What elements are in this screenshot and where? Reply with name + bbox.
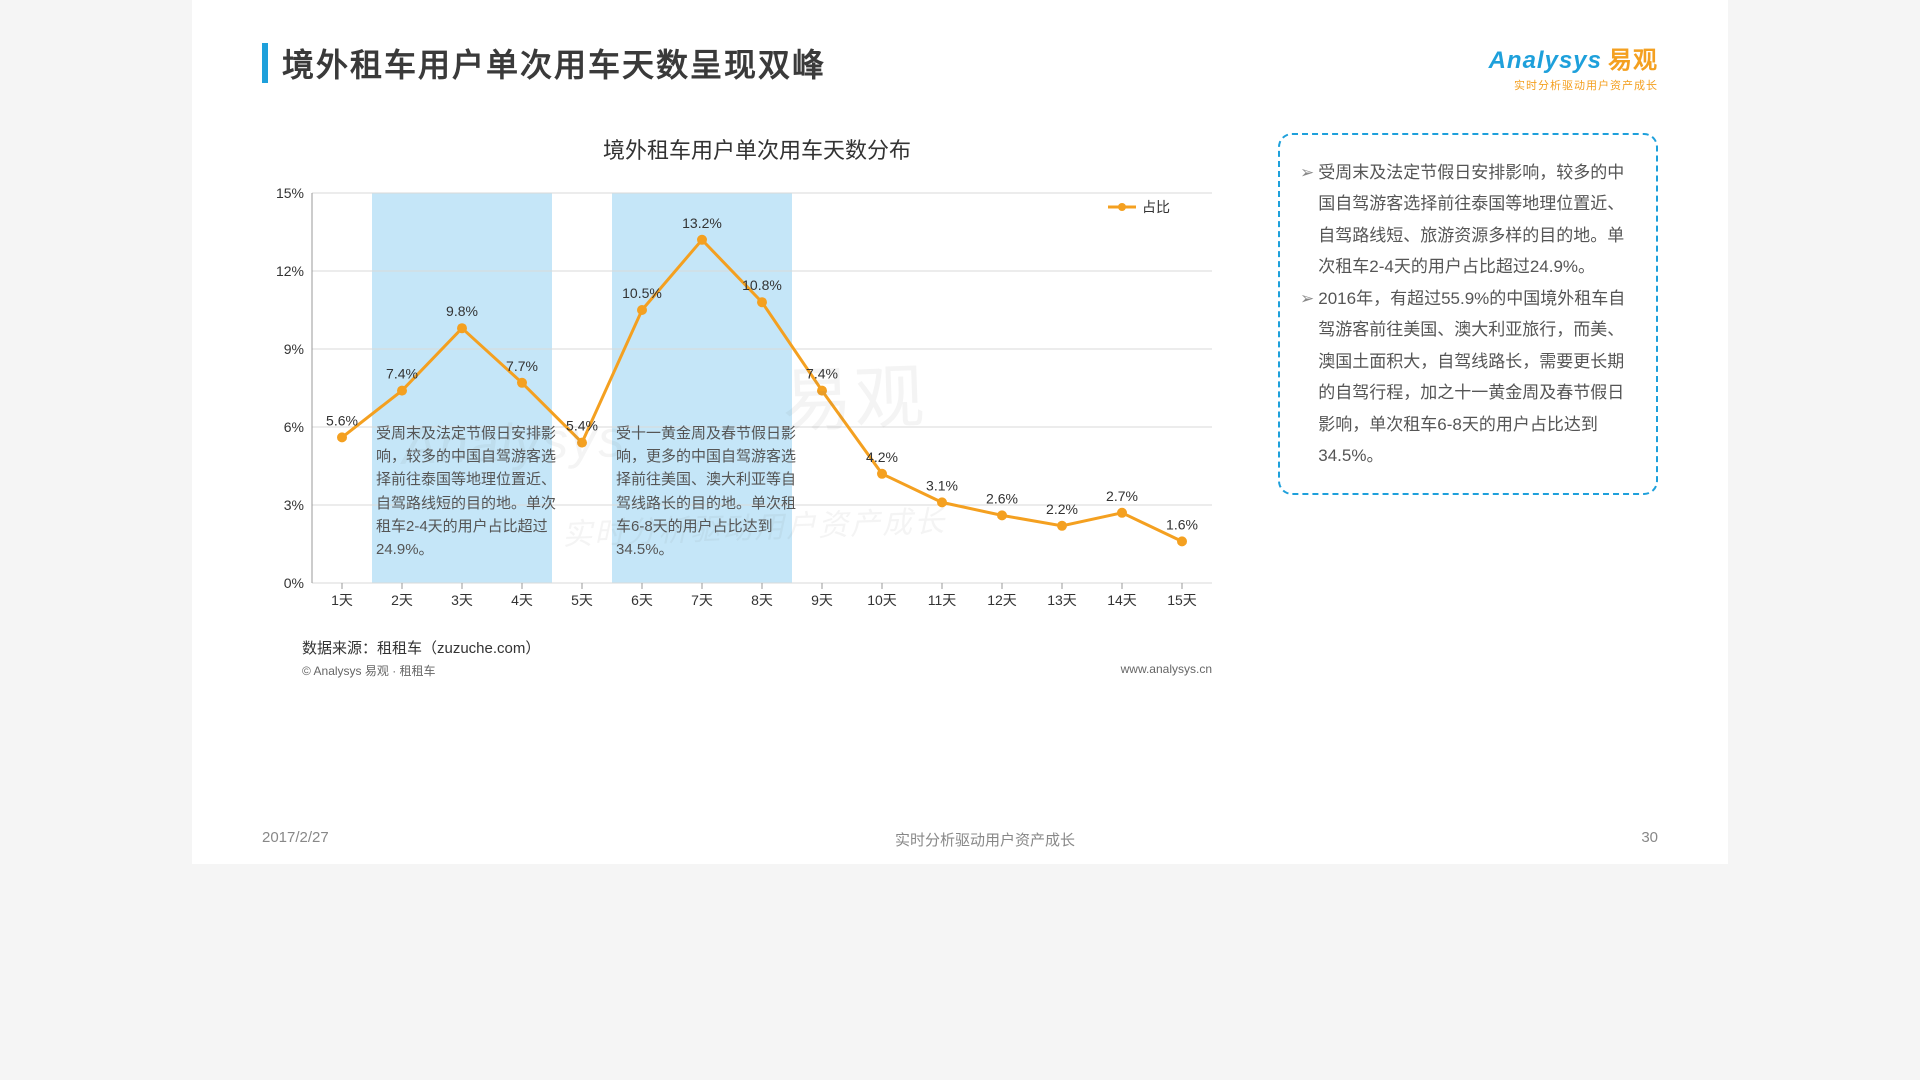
footer-center: 实时分析驱动用户资产成长 [895,829,1075,850]
title-block: 境外租车用户单次用车天数呈现双峰 [262,40,826,86]
insight-item: ➢ 受周末及法定节假日安排影响，较多的中国自驾游客选择前往泰国等地理位置近、自驾… [1300,157,1636,283]
svg-text:15%: 15% [276,185,304,201]
page-title: 境外租车用户单次用车天数呈现双峰 [282,40,826,86]
svg-text:15天: 15天 [1167,592,1197,608]
svg-text:7天: 7天 [691,592,713,608]
svg-text:6%: 6% [284,419,304,435]
chevron-icon: ➢ [1300,157,1314,283]
svg-text:3天: 3天 [451,592,473,608]
svg-text:2.6%: 2.6% [986,490,1018,506]
svg-text:3%: 3% [284,497,304,513]
insight-text: 受周末及法定节假日安排影响，较多的中国自驾游客选择前往泰国等地理位置近、自驾路线… [1318,157,1636,283]
svg-text:6天: 6天 [631,592,653,608]
title-accent-bar [262,43,268,83]
svg-text:13天: 13天 [1047,592,1077,608]
footer-page: 30 [1641,829,1658,850]
svg-text:占比: 占比 [1142,199,1170,215]
header: 境外租车用户单次用车天数呈现双峰 Analysys易观 实时分析驱动用户资产成长 [262,40,1658,93]
svg-text:8天: 8天 [751,592,773,608]
logo-en: Analysys [1489,47,1602,74]
svg-text:11天: 11天 [928,592,957,608]
logo-cn: 易观 [1608,47,1658,74]
svg-text:13.2%: 13.2% [682,215,722,231]
data-source: 数据来源：租租车（zuzuche.com） [302,637,1252,658]
copyright-row: © Analysys 易观 · 租租车 www.analysys.cn [302,662,1212,679]
svg-text:3.1%: 3.1% [926,477,958,493]
svg-text:9天: 9天 [811,592,833,608]
svg-text:12%: 12% [276,263,304,279]
svg-text:10.5%: 10.5% [622,285,662,301]
svg-text:2.7%: 2.7% [1106,488,1138,504]
svg-text:7.7%: 7.7% [506,358,538,374]
svg-text:2天: 2天 [391,592,413,608]
logo-tagline: 实时分析驱动用户资产成长 [1489,77,1658,93]
svg-text:7.4%: 7.4% [806,366,838,382]
chart-title: 境外租车用户单次用车天数分布 [262,133,1252,165]
svg-text:4.2%: 4.2% [866,449,898,465]
svg-text:14天: 14天 [1107,592,1137,608]
svg-text:4天: 4天 [511,592,533,608]
chart-annotation-1: 受周末及法定节假日安排影响，较多的中国自驾游客选择前往泰国等地理位置近、自驾路线… [376,422,561,562]
svg-text:5.4%: 5.4% [566,418,598,434]
svg-text:1天: 1天 [331,592,353,608]
insight-text: 2016年，有超过55.9%的中国境外租车自驾游客前往美国、澳大利亚旅行，而美、… [1318,283,1636,472]
svg-text:1.6%: 1.6% [1166,516,1198,532]
insight-box: ➢ 受周末及法定节假日安排影响，较多的中国自驾游客选择前往泰国等地理位置近、自驾… [1278,133,1658,495]
slide: 境外租车用户单次用车天数呈现双峰 Analysys易观 实时分析驱动用户资产成长… [192,0,1728,864]
logo-text: Analysys易观 [1489,40,1658,75]
chart-column: 境外租车用户单次用车天数分布 0% 3% 6% 9% 12% 15% 1天 2天 3天 4天 5天 6… [262,133,1252,679]
svg-text:9.8%: 9.8% [446,303,478,319]
svg-text:0%: 0% [284,575,304,591]
svg-text:10天: 10天 [867,592,897,608]
svg-text:9%: 9% [284,341,304,357]
footer-date: 2017/2/27 [262,829,329,850]
svg-text:5天: 5天 [571,592,593,608]
svg-text:12天: 12天 [987,592,1017,608]
chevron-icon: ➢ [1300,283,1314,472]
svg-text:2.2%: 2.2% [1046,501,1078,517]
copyright-right: www.analysys.cn [1121,662,1212,679]
svg-text:5.6%: 5.6% [326,412,358,428]
svg-text:7.4%: 7.4% [386,366,418,382]
insight-item: ➢ 2016年，有超过55.9%的中国境外租车自驾游客前往美国、澳大利亚旅行，而… [1300,283,1636,472]
svg-text:10.8%: 10.8% [742,277,782,293]
chart-container: 0% 3% 6% 9% 12% 15% 1天 2天 3天 4天 5天 6天 7天 8天 9天 10天 11天 12… [262,183,1252,623]
copyright-left: © Analysys 易观 · 租租车 [302,662,436,679]
chart-annotation-2: 受十一黄金周及春节假日影响，更多的中国自驾游客选择前往美国、澳大利亚等自驾线路长… [616,422,801,562]
content-row: 境外租车用户单次用车天数分布 0% 3% 6% 9% 12% 15% 1天 2天 3天 4天 5天 6… [262,133,1658,679]
brand-logo: Analysys易观 实时分析驱动用户资产成长 [1489,40,1658,93]
footer: 2017/2/27 实时分析驱动用户资产成长 30 [192,829,1728,850]
